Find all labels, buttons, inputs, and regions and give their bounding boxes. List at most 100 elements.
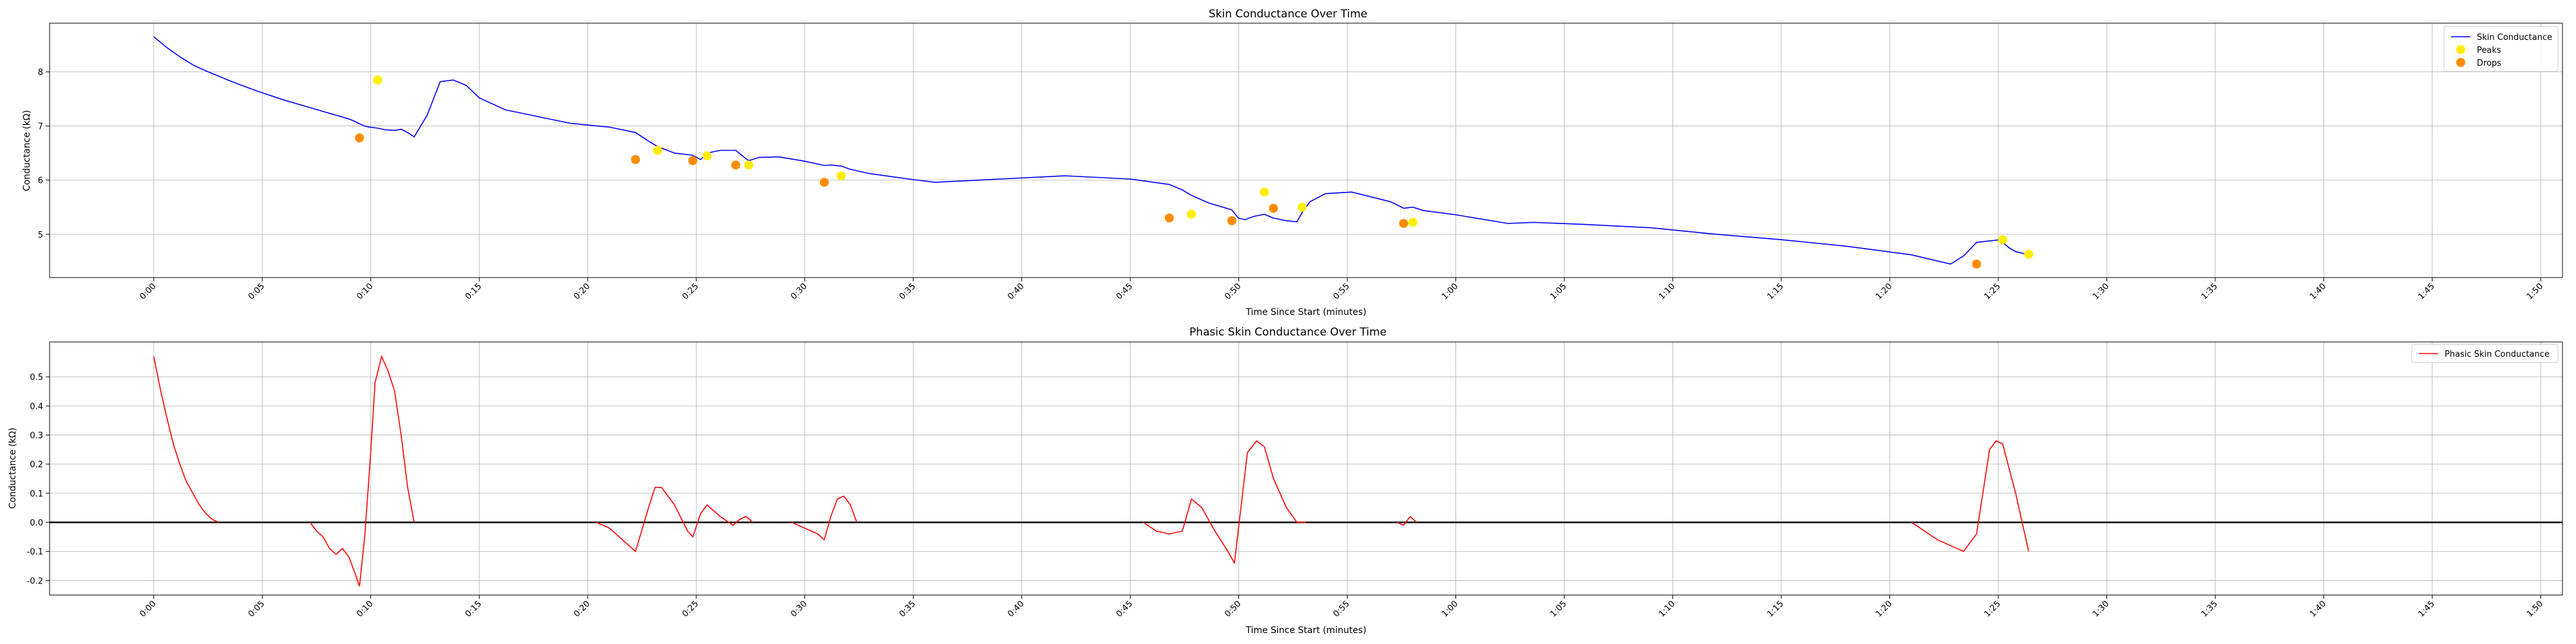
x-tick-label: 1:50 bbox=[2525, 599, 2545, 619]
x-tick-label: 1:10 bbox=[1657, 281, 1677, 301]
x-tick-label: 0:00 bbox=[138, 599, 158, 619]
x-tick-label: 1:15 bbox=[1766, 281, 1786, 301]
x-axis-label: Time Since Start (minutes) bbox=[1245, 307, 1366, 317]
x-tick-label: 1:45 bbox=[2416, 281, 2436, 301]
chart-title: Skin Conductance Over Time bbox=[1209, 8, 1367, 21]
drop-marker bbox=[355, 133, 365, 143]
peak-marker bbox=[1260, 187, 1269, 197]
skin-conductance-line bbox=[153, 36, 2029, 265]
x-tick-label: 0:35 bbox=[898, 281, 918, 301]
x-tick-label: 1:40 bbox=[2308, 599, 2328, 619]
peak-marker bbox=[1408, 218, 1417, 227]
marker-layer bbox=[355, 75, 2034, 269]
series-layer bbox=[153, 36, 2029, 265]
x-tick-label: 1:20 bbox=[1874, 599, 1894, 619]
y-axis-label: Conductance (kΩ) bbox=[22, 110, 32, 191]
drop-marker bbox=[1399, 218, 1408, 228]
legend-label-skin-conductance: Skin Conductance bbox=[2477, 33, 2552, 43]
peak-marker bbox=[1187, 209, 1197, 219]
phasic-skin-conductance-chart: Phasic Skin Conductance Over Time 0:00 0:… bbox=[8, 326, 2563, 636]
peak-marker bbox=[702, 151, 712, 160]
x-tick-label: 0:45 bbox=[1115, 599, 1135, 619]
x-tick-labels: 0:00 0:05 0:10 0:15 0:20 0:25 0:30 0:35 0:40 0:45… bbox=[138, 278, 2545, 301]
x-tick-label: 1:50 bbox=[2525, 281, 2545, 301]
x-tick-labels: 0:00 0:05 0:10 0:15 0:20 0:25 0:30 0:35 0:40 0:45… bbox=[138, 595, 2545, 619]
x-tick-label: 1:40 bbox=[2308, 281, 2328, 301]
y-tick-label: 0.2 bbox=[30, 460, 43, 470]
x-tick-label: 0:55 bbox=[1332, 599, 1352, 619]
drop-marker bbox=[731, 160, 741, 170]
x-tick-label: 1:30 bbox=[2091, 281, 2111, 301]
y-tick-label: 0.5 bbox=[30, 373, 43, 383]
peak-marker bbox=[2024, 249, 2034, 259]
gridlines bbox=[50, 342, 2562, 595]
y-tick-label: 7 bbox=[38, 122, 43, 132]
chart-title: Phasic Skin Conductance Over Time bbox=[1189, 326, 1387, 339]
x-tick-label: 0:05 bbox=[247, 281, 267, 301]
y-tick-label: 0.0 bbox=[30, 518, 43, 528]
x-tick-label: 0:00 bbox=[138, 281, 158, 301]
peak-marker bbox=[653, 146, 663, 155]
y-tick-label: 6 bbox=[38, 176, 43, 186]
legend-box bbox=[2443, 26, 2559, 72]
x-tick-label: 1:00 bbox=[1440, 599, 1460, 619]
x-tick-label: 1:00 bbox=[1440, 281, 1460, 301]
phasic-line-segment bbox=[153, 356, 220, 523]
phasic-line-segment bbox=[1911, 440, 2029, 553]
phasic-line-segment bbox=[309, 355, 415, 587]
drop-marker bbox=[1227, 216, 1236, 225]
legend: Skin Conductance Peaks Drops bbox=[2443, 26, 2559, 72]
drop-marker bbox=[630, 155, 640, 164]
x-tick-label: 0:50 bbox=[1223, 599, 1243, 619]
plot-frame bbox=[49, 23, 2563, 278]
y-tick-label: 5 bbox=[38, 231, 43, 240]
drop-marker bbox=[1972, 259, 1982, 269]
y-tick-labels: -0.2 -0.1 0.0 0.1 0.2 0.3 0.4 0.5 bbox=[27, 373, 50, 586]
peak-marker bbox=[1297, 202, 1307, 212]
x-tick-label: 0:50 bbox=[1223, 281, 1243, 301]
plot-frame bbox=[49, 341, 2563, 596]
x-tick-label: 0:30 bbox=[789, 281, 809, 301]
x-tick-label: 1:35 bbox=[2199, 281, 2219, 301]
x-tick-label: 1:45 bbox=[2416, 599, 2436, 619]
y-tick-labels: 5 6 7 8 bbox=[38, 68, 50, 240]
x-tick-label: 1:20 bbox=[1874, 281, 1894, 301]
x-tick-label: 1:10 bbox=[1657, 599, 1677, 619]
legend-marker-drops bbox=[2456, 58, 2465, 67]
drop-marker bbox=[819, 178, 829, 187]
y-axis-label: Conductance (kΩ) bbox=[8, 428, 18, 509]
x-tick-label: 0:20 bbox=[572, 281, 592, 301]
peak-marker bbox=[373, 75, 383, 85]
x-tick-label: 0:30 bbox=[789, 599, 809, 619]
y-tick-label: -0.2 bbox=[27, 576, 43, 586]
x-tick-label: 0:35 bbox=[898, 599, 918, 619]
x-tick-label: 1:30 bbox=[2091, 599, 2111, 619]
legend-label-peaks: Peaks bbox=[2477, 46, 2501, 55]
x-tick-label: 1:05 bbox=[1549, 599, 1569, 619]
x-tick-label: 0:40 bbox=[1006, 281, 1026, 301]
drop-marker bbox=[688, 156, 697, 166]
phasic-line-segment bbox=[1397, 515, 1417, 526]
y-tick-label: 8 bbox=[38, 68, 43, 78]
peak-marker bbox=[837, 171, 846, 180]
drop-marker bbox=[1269, 204, 1278, 213]
y-tick-label: -0.1 bbox=[27, 547, 43, 557]
legend-box bbox=[2411, 344, 2559, 363]
x-tick-label: 0:10 bbox=[355, 281, 375, 301]
x-tick-label: 1:25 bbox=[1982, 281, 2002, 301]
x-tick-label: 0:45 bbox=[1115, 281, 1135, 301]
x-tick-label: 0:25 bbox=[681, 281, 701, 301]
legend-label-phasic: Phasic Skin Conductance bbox=[2445, 350, 2550, 359]
x-tick-label: 1:15 bbox=[1766, 599, 1786, 619]
skin-conductance-chart: Skin Conductance Over Time 0:00 0:05 0:10 0… bbox=[22, 8, 2563, 317]
y-tick-label: 0.4 bbox=[30, 402, 43, 412]
x-tick-label: 0:10 bbox=[355, 599, 375, 619]
y-tick-label: 0.3 bbox=[30, 431, 43, 441]
phasic-line-segment bbox=[596, 487, 753, 553]
x-tick-label: 0:15 bbox=[464, 281, 484, 301]
series-layer bbox=[50, 355, 2562, 587]
gridlines bbox=[50, 23, 2562, 278]
legend-marker-peaks bbox=[2456, 45, 2465, 54]
x-tick-label: 1:35 bbox=[2199, 599, 2219, 619]
